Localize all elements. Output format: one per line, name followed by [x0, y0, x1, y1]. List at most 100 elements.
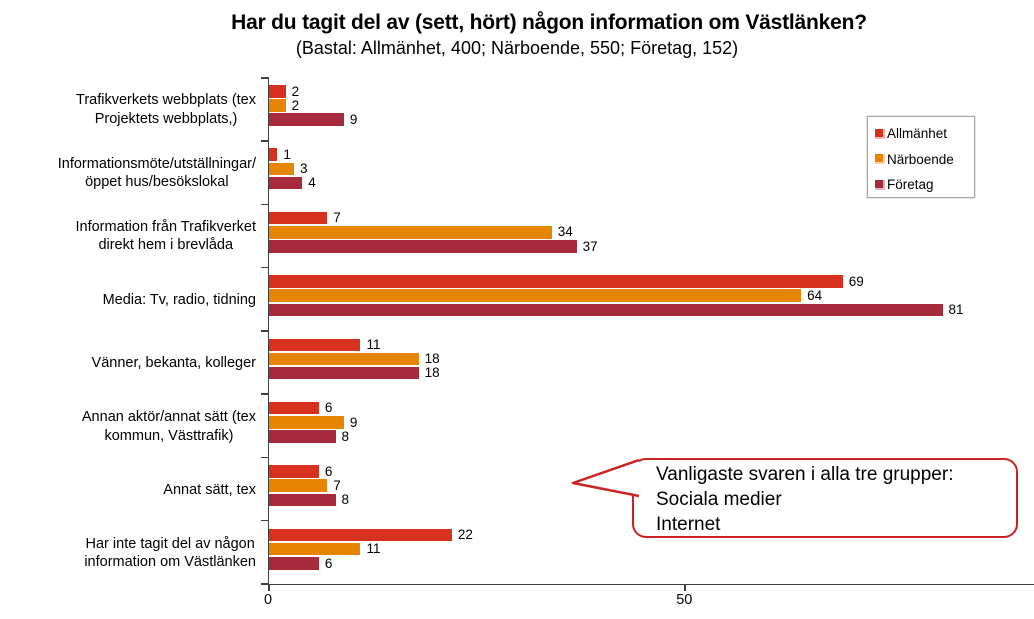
bar-foretag [269, 557, 319, 570]
bar-line-foretag: 6 [269, 557, 1034, 570]
bar-line-allmanhet: 2 [269, 85, 1034, 98]
bar-foretag [269, 303, 943, 317]
bar-foretag [269, 176, 303, 190]
legend-label-narboende: Närboende [887, 151, 954, 167]
bar-group: 22 11 6 [269, 522, 1034, 585]
bar-line-allmanhet: 6 [269, 400, 1034, 416]
bar-group: 69 64 81 [269, 268, 1034, 331]
bar-value-label: 9 [349, 111, 358, 127]
category-label-text: Annat sätt, tex [163, 481, 256, 498]
y-axis-tick [261, 203, 269, 205]
legend-marker-foretag-icon [875, 179, 885, 190]
bar-line-foretag: 81 [269, 302, 1034, 318]
bar-allmanhet [269, 148, 278, 161]
bar-allmanhet [269, 85, 286, 98]
bar-foretag [269, 430, 336, 443]
bar-value-label: 64 [807, 287, 823, 303]
y-axis-tick [261, 140, 269, 142]
bar-value-label: 8 [341, 428, 350, 444]
bar-value-label: 7 [333, 477, 341, 493]
bar-value-label: 37 [582, 238, 598, 254]
bar-allmanhet [269, 275, 843, 288]
callout-text: Vanligaste svaren i alla tre grupper: So… [656, 464, 954, 535]
bar-line-allmanhet: 69 [269, 275, 1034, 288]
bar-value-label: 6 [324, 400, 333, 416]
bar-line-foretag: 8 [269, 492, 1034, 508]
bar-narboende [269, 352, 419, 366]
bar-value-label: 22 [457, 527, 473, 543]
bar-line-allmanhet: 22 [269, 527, 1034, 543]
category-label: Information från Trafikverket direkt hem… [0, 205, 262, 268]
bar-value-label: 18 [424, 365, 440, 381]
bar-line-narboende: 9 [269, 416, 1034, 429]
bar-allmanhet [269, 528, 452, 542]
bar-line-foretag: 18 [269, 365, 1034, 381]
y-axis-tick [261, 330, 269, 332]
legend-item-narboende: Närboende [875, 147, 974, 173]
category-label-text: Har inte tagit del av någon information … [84, 535, 256, 571]
y-axis-tick [261, 456, 269, 458]
chart-subtitle: (Bastal: Allmänhet, 400; Närboende, 550;… [295, 38, 739, 58]
legend-label-allmanhet: Allmänhet [887, 126, 948, 142]
bar-value-label: 3 [299, 161, 308, 177]
category-label: Annan aktör/annat sätt (tex kommun, Väst… [0, 395, 262, 458]
bar-line-narboende: 3 [269, 161, 1034, 177]
chart-title: Har du tagit del av (sett, hört) någon i… [231, 11, 867, 34]
bar-allmanhet [269, 338, 361, 352]
bar-value-label: 2 [291, 97, 300, 113]
bar-value-label: 7 [333, 210, 341, 226]
bar-value-label: 81 [948, 302, 964, 318]
category-label: Vänner, bekanta, kolleger [0, 332, 262, 395]
bar-line-narboende: 34 [269, 224, 1034, 240]
bar-allmanhet [269, 211, 328, 225]
legend: Allmänhet Närboende Företag [867, 116, 975, 198]
bar-line-allmanhet: 11 [269, 338, 1034, 352]
legend-label-foretag: Företag [887, 177, 934, 193]
bar-allmanhet [269, 401, 319, 415]
bar-value-label: 34 [557, 224, 573, 240]
bar-narboende [269, 162, 294, 176]
category-label-text: Information från Trafikverket direkt hem… [75, 218, 256, 254]
category-label: Har inte tagit del av någon information … [0, 522, 262, 585]
bar-line-foretag: 4 [269, 175, 1034, 191]
y-axis-tick [261, 393, 269, 395]
category-label: Annat sätt, tex [0, 458, 262, 521]
y-axis-tick [261, 77, 269, 79]
category-label: Trafikverkets webbplats (tex Projektets … [0, 78, 262, 141]
legend-marker-allmanhet-icon [875, 128, 885, 139]
bar-line-narboende: 11 [269, 542, 1034, 556]
category-label: Informationsmöte/utställningar/ öppet hu… [0, 141, 262, 204]
callout-bubble: Vanligaste svaren i alla tre grupper: So… [632, 458, 1018, 538]
bar-value-label: 69 [848, 273, 864, 289]
legend-item-foretag: Företag [875, 172, 974, 198]
x-axis-tick-label: 0 [263, 592, 273, 608]
legend-item-allmanhet: Allmänhet [875, 121, 974, 147]
bar-value-label: 6 [324, 463, 333, 479]
bar-value-label: 6 [324, 555, 333, 571]
category-label: Media: Tv, radio, tidning [0, 268, 262, 331]
bar-line-narboende: 18 [269, 351, 1034, 367]
bar-narboende [269, 416, 344, 429]
bar-line-narboende: 64 [269, 289, 1034, 302]
x-axis-tick-label: 50 [676, 592, 693, 608]
legend-marker-narboende-icon [875, 154, 885, 165]
y-axis-tick [261, 519, 269, 522]
category-label-text: Media: Tv, radio, tidning [102, 291, 256, 308]
bar-line-foretag: 8 [269, 430, 1034, 443]
category-label-text: Trafikverkets webbplats (tex Projektets … [76, 92, 256, 127]
bar-value-label: 8 [341, 492, 350, 508]
bar-narboende [269, 289, 802, 302]
category-axis-labels: Trafikverkets webbplats (tex Projektets … [0, 78, 262, 585]
category-label-text: Informationsmöte/utställningar/ öppet hu… [57, 155, 256, 191]
bar-line-allmanhet: 6 [269, 465, 1034, 478]
plot-rows: 2 2 9 1 3 4 7 34 37 69 64 81 11 18 18 6 9 8 6 7 8 22 11 6 [269, 78, 1034, 585]
bar-foretag [269, 493, 336, 507]
bar-line-allmanhet: 1 [269, 148, 1034, 161]
bar-value-label: 4 [308, 175, 316, 191]
bar-narboende [269, 225, 552, 239]
bar-value-label: 18 [424, 351, 440, 367]
bar-group: 11 18 18 [269, 332, 1034, 395]
